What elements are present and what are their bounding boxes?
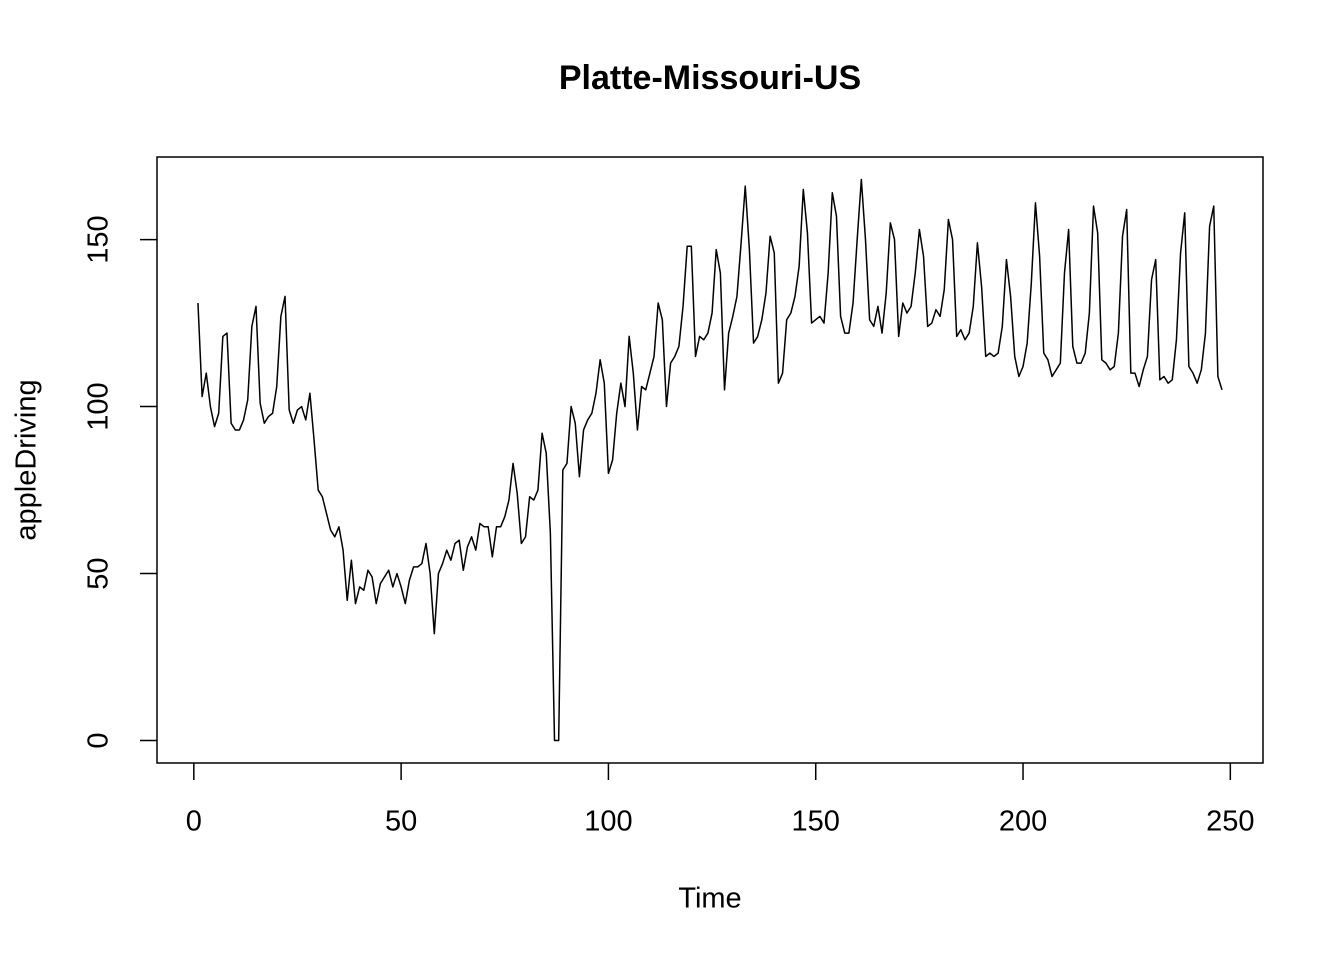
y-axis-label: appleDriving <box>11 379 43 540</box>
x-tick-label: 50 <box>385 806 417 838</box>
y-tick-label: 0 <box>83 732 115 748</box>
y-tick-label: 150 <box>83 215 115 263</box>
x-tick-label: 250 <box>1206 806 1254 838</box>
x-axis-label: Time <box>678 883 741 915</box>
x-tick-label: 0 <box>186 806 202 838</box>
plot-frame <box>156 156 1264 764</box>
data-line <box>197 178 1223 742</box>
x-tick-label: 100 <box>584 806 632 838</box>
x-tick-label: 150 <box>792 806 840 838</box>
chart-title: Platte-Missouri-US <box>559 59 861 97</box>
y-tick-label: 50 <box>83 557 115 589</box>
x-tick-label: 200 <box>999 806 1047 838</box>
y-tick-label: 100 <box>83 382 115 430</box>
